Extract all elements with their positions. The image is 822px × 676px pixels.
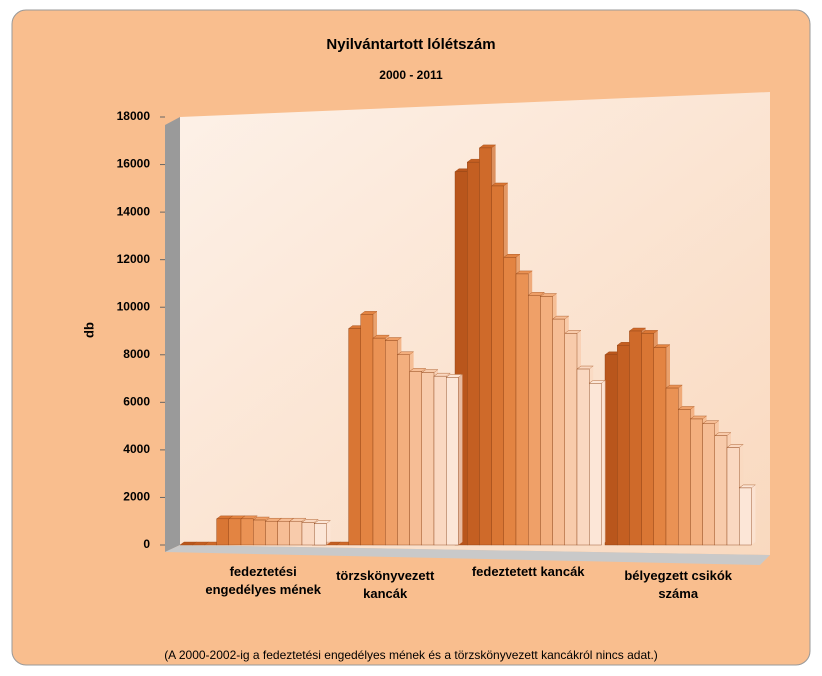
bar	[739, 487, 752, 546]
chart-title: Nyilvántartott lólétszám	[326, 36, 495, 53]
side-wall	[165, 117, 180, 552]
bar	[240, 518, 254, 546]
bar	[397, 354, 410, 546]
y-tick-label: 18000	[117, 109, 151, 123]
bar	[678, 409, 691, 546]
bar	[576, 368, 590, 546]
bar	[228, 518, 242, 546]
bar	[515, 273, 529, 546]
bar	[690, 418, 703, 546]
bar	[265, 521, 278, 546]
bar-side	[751, 484, 756, 545]
bar-side	[601, 380, 606, 545]
x-tick-label: fedeztetett kancák	[471, 564, 585, 579]
bar	[385, 340, 398, 546]
bar	[665, 387, 679, 546]
bar	[528, 295, 541, 546]
bar	[589, 383, 602, 546]
x-tick-label: fedeztetési engedélyes mének	[205, 564, 321, 597]
bar	[653, 347, 667, 546]
y-tick-label: 16000	[117, 157, 151, 171]
bar	[409, 371, 423, 546]
bar	[540, 296, 553, 546]
bar	[252, 519, 266, 546]
y-tick-label: 6000	[123, 395, 150, 409]
footnote: (A 2000-2002-ig a fedeztetési engedélyes…	[164, 648, 658, 662]
bar	[289, 521, 303, 546]
bar	[604, 354, 618, 546]
y-tick-label: 8000	[123, 347, 150, 361]
bar	[216, 518, 230, 546]
bar	[301, 522, 315, 546]
bar	[433, 375, 447, 546]
bar	[714, 435, 728, 546]
x-tick-label: bélyegzett csikók száma	[624, 568, 733, 601]
y-tick-label: 4000	[123, 442, 150, 456]
bar	[491, 185, 505, 546]
bar	[503, 257, 517, 546]
bar	[617, 345, 630, 546]
bar	[314, 523, 327, 546]
bar-side	[326, 520, 331, 545]
bar	[629, 330, 642, 546]
bar	[641, 333, 654, 546]
bar	[277, 521, 291, 546]
chart-subtitle: 2000 - 2011	[379, 68, 443, 82]
bar	[479, 147, 492, 546]
bar	[467, 161, 480, 546]
bar	[726, 447, 740, 546]
x-tick-label: törzskönyvezett kancák	[336, 568, 435, 601]
y-tick-label: 12000	[117, 252, 151, 266]
bar	[446, 377, 459, 546]
bar	[372, 337, 386, 546]
y-tick-label: 2000	[123, 490, 150, 504]
y-tick-label: 10000	[117, 299, 151, 313]
y-axis-label: db	[81, 322, 96, 338]
bar-side	[458, 374, 463, 545]
floor	[165, 545, 770, 565]
bar	[564, 333, 578, 546]
bar	[360, 314, 374, 546]
bar	[552, 318, 565, 546]
y-tick-label: 14000	[117, 204, 151, 218]
bar	[421, 372, 435, 546]
bar	[348, 328, 362, 546]
bar	[702, 423, 715, 546]
y-tick-label: 0	[143, 537, 150, 551]
